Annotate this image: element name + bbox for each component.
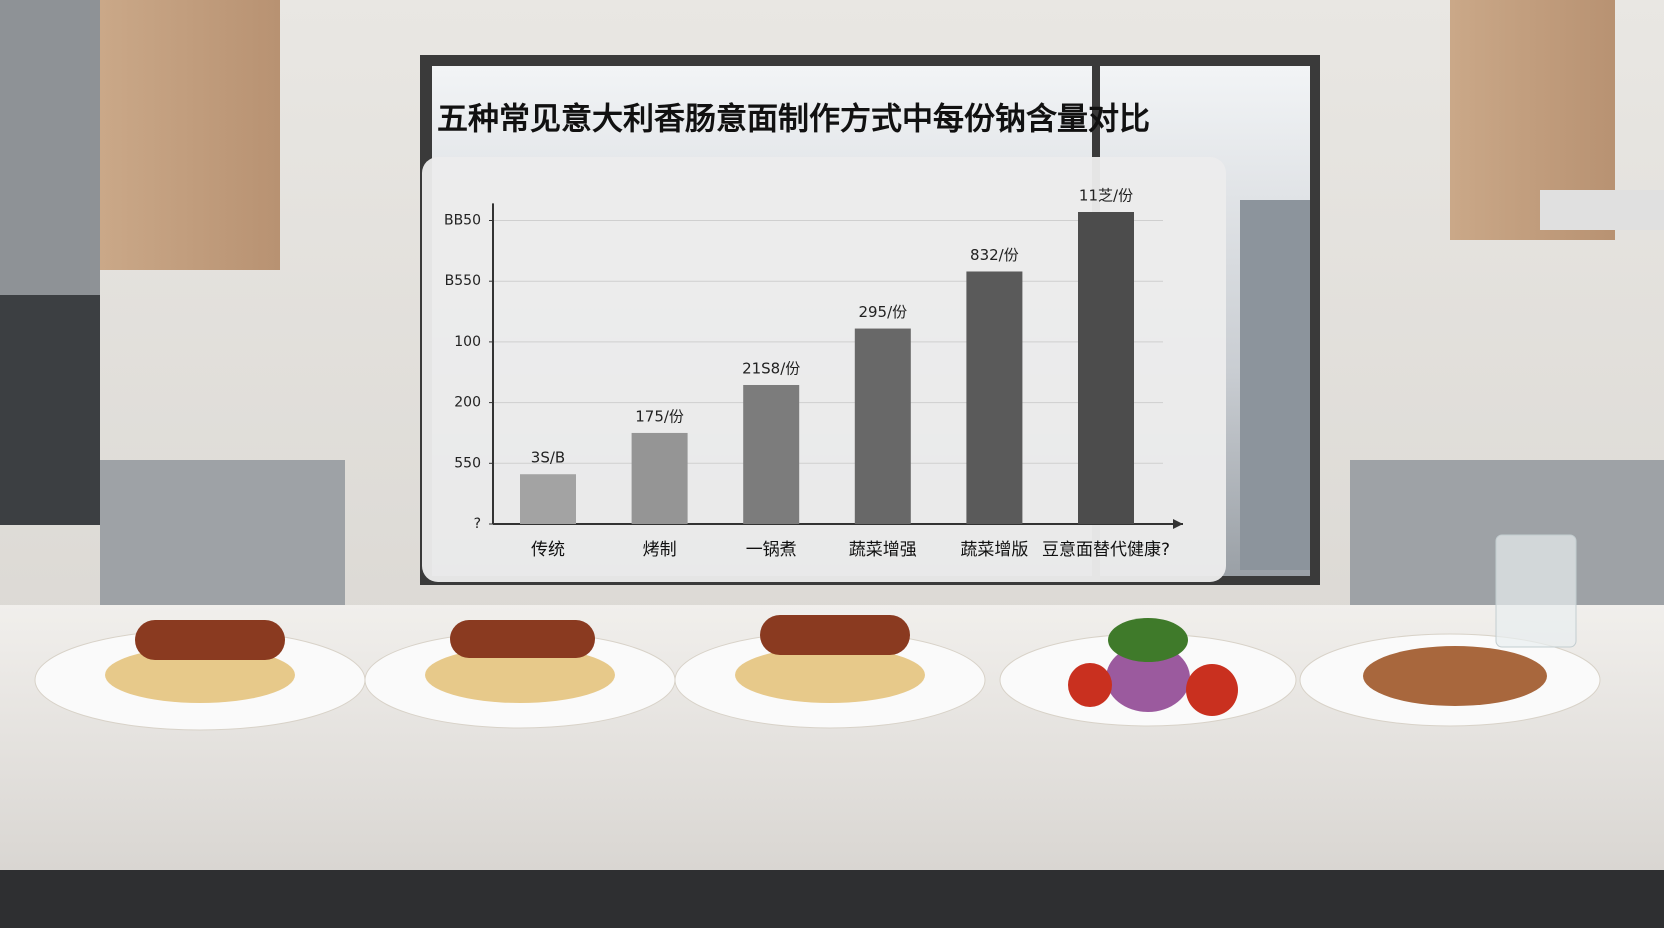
hood <box>1540 190 1664 230</box>
y-tick-label: ? <box>474 516 481 532</box>
building <box>1240 200 1310 570</box>
beans <box>1363 646 1547 706</box>
sausage <box>450 620 595 658</box>
bar <box>743 384 800 524</box>
chart-title: 五种常见意大利香肠意面制作方式中每份钠含量对比 <box>437 102 1150 138</box>
pasta <box>105 647 295 703</box>
bar-label: 21S8/份 <box>742 359 800 377</box>
sausage <box>760 615 910 655</box>
x-tick-label: 蔬菜增强 <box>849 540 917 560</box>
x-tick-label: 豆意面替代健康? <box>1042 540 1170 560</box>
y-tick-label: B550 <box>445 273 481 289</box>
plates <box>34 534 1601 731</box>
counter-side <box>100 460 345 610</box>
basil <box>1108 618 1188 662</box>
bar <box>1078 212 1134 524</box>
bar-label: 175/份 <box>635 407 684 425</box>
bar <box>854 328 911 524</box>
cabinet <box>100 0 280 270</box>
onion <box>1106 644 1190 712</box>
bar-label: 832/份 <box>970 246 1019 264</box>
y-tick-label: BB50 <box>444 213 481 229</box>
x-axis-arrow <box>1173 519 1183 529</box>
y-tick-label: 550 <box>454 455 481 471</box>
glass <box>1495 534 1577 648</box>
cabinet <box>0 0 100 300</box>
tomato <box>1186 664 1238 716</box>
tomato <box>1068 663 1112 707</box>
counter-base <box>0 870 1664 928</box>
bar <box>631 432 688 524</box>
x-tick-label: 传统 <box>531 540 565 560</box>
bar <box>520 474 576 524</box>
pasta <box>425 647 615 703</box>
chart-panel <box>422 157 1226 582</box>
bar <box>966 271 1023 524</box>
y-tick-label: 200 <box>454 395 481 411</box>
oven <box>0 295 100 525</box>
x-tick-label: 蔬菜增版 <box>960 540 1028 560</box>
x-tick-label: 烤制 <box>643 540 677 560</box>
pasta <box>735 647 925 703</box>
bar-label: 3S/B <box>531 449 565 467</box>
x-tick-label: 一锅煮 <box>746 540 797 560</box>
bar-label: 11芝/份 <box>1079 187 1133 205</box>
sausage <box>135 620 285 660</box>
bar-label: 295/份 <box>858 303 907 321</box>
y-tick-label: 100 <box>454 334 481 350</box>
